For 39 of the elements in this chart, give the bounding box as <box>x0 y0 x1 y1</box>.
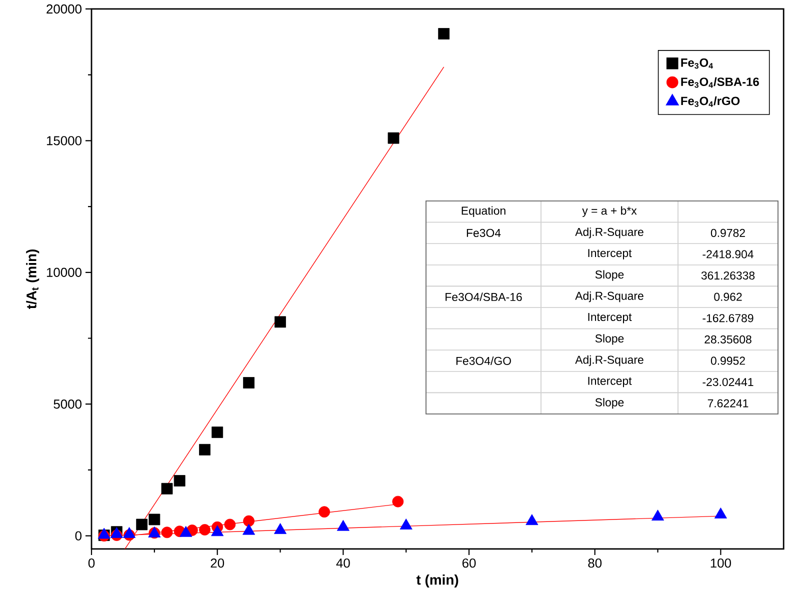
annotation: 0.9782 <box>710 228 745 237</box>
annotation: Fe3O4/GO <box>456 356 511 365</box>
y-tick-label: 0 <box>75 531 82 540</box>
annotation: Slope <box>595 334 624 345</box>
legend-label: Fe$_{3}$O$_{4}$/rGO <box>681 96 740 107</box>
annotation: Adj.R-Square <box>575 355 644 366</box>
y-tick-label: 5000 <box>54 400 82 409</box>
x-tick-label: 60 <box>462 558 476 568</box>
x-tick-label: 0 <box>88 558 95 568</box>
annotation: 0.9952 <box>710 356 745 365</box>
legend-label: Fe$_{3}$O$_{4}$/SBA-16 <box>681 77 759 88</box>
annotation: 0.962 <box>714 292 742 301</box>
annotation: 361.26338 <box>701 271 755 280</box>
x-axis-title: t (min) <box>416 574 458 588</box>
annotation: 7.62241 <box>708 399 748 408</box>
legend-label: Fe$_{3}$O$_{4}$ <box>681 58 713 69</box>
annotation: Intercept <box>588 313 632 324</box>
annotation: Equation <box>462 206 506 217</box>
y-axis-title: t/A$_{t}$ (min) <box>26 250 40 309</box>
annotation: Intercept <box>588 376 632 388</box>
y-tick-label: 20000 <box>46 4 82 14</box>
x-tick-label: 40 <box>336 558 350 568</box>
annotation: Slope <box>595 270 624 281</box>
annotation: Adj.R-Square <box>575 292 644 302</box>
x-tick-label: 100 <box>710 558 731 568</box>
annotation: Adj.R-Square <box>575 228 644 238</box>
annotation: Slope <box>595 398 624 409</box>
annotation: y = a + b*x <box>582 206 637 217</box>
y-tick-label: 10000 <box>46 268 82 277</box>
x-tick-label: 20 <box>210 558 224 568</box>
annotation: Fe3O4 <box>466 228 501 237</box>
annotation: Intercept <box>588 249 632 260</box>
annotation: Fe3O4/SBA-16 <box>446 292 522 302</box>
annotation: -2418.904 <box>702 250 754 258</box>
y-tick-label: 15000 <box>46 136 82 146</box>
annotation: -162.6789 <box>702 314 754 322</box>
annotation: 28.35608 <box>704 335 752 344</box>
annotation: -23.02441 <box>702 378 754 386</box>
x-tick-label: 80 <box>588 558 602 568</box>
